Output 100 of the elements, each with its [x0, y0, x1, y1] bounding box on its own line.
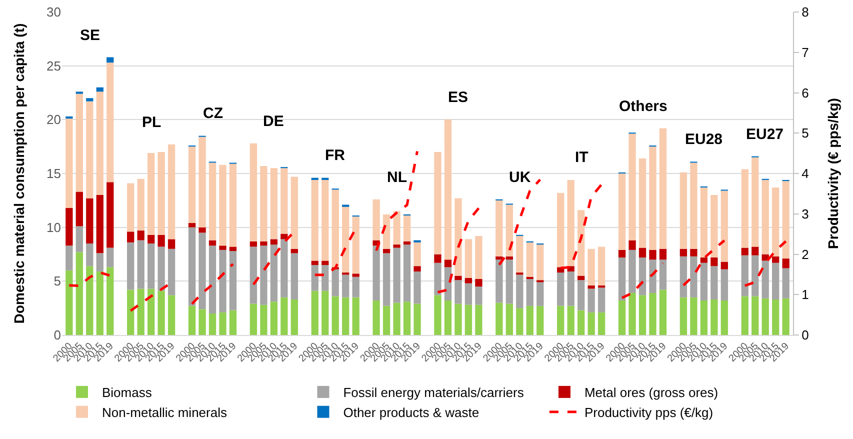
bar — [168, 239, 176, 249]
bar — [188, 146, 196, 224]
annotation: ES — [448, 89, 468, 106]
bar — [710, 195, 718, 258]
bar — [403, 244, 411, 302]
bar — [208, 162, 216, 240]
bar — [700, 188, 708, 258]
y2-tick-label: 3 — [802, 206, 809, 222]
bar — [168, 248, 176, 296]
bar — [311, 290, 318, 335]
bar — [782, 268, 790, 298]
annotation: EU27 — [746, 126, 784, 143]
bar — [96, 87, 104, 92]
bar — [188, 223, 196, 228]
y-tick-label: 30 — [46, 4, 61, 20]
bar — [680, 248, 688, 256]
bar — [720, 269, 728, 301]
bar — [311, 265, 318, 291]
annotation: IT — [575, 149, 588, 166]
bar — [270, 302, 278, 335]
bar — [454, 276, 462, 280]
bar — [311, 260, 318, 266]
bar — [588, 248, 595, 286]
bar — [280, 168, 288, 234]
bar — [86, 266, 94, 335]
bar — [588, 312, 595, 335]
bar — [444, 300, 452, 335]
bar — [659, 128, 667, 249]
bar — [454, 304, 462, 335]
bar — [127, 290, 134, 335]
bar — [290, 299, 298, 335]
bar — [598, 285, 606, 288]
bar — [464, 304, 472, 335]
bar — [628, 240, 636, 250]
bar — [741, 296, 748, 335]
bar — [752, 157, 759, 247]
bar — [434, 295, 442, 335]
legend-label: Biomass — [102, 385, 152, 400]
bar — [690, 248, 698, 256]
bar — [475, 286, 482, 305]
bar — [332, 190, 339, 268]
bar — [393, 244, 400, 248]
bar — [168, 144, 176, 240]
bar — [76, 192, 83, 226]
bar — [106, 57, 114, 63]
bar — [557, 272, 564, 306]
bar — [414, 266, 421, 272]
bar — [147, 153, 155, 235]
bar — [393, 302, 400, 335]
bar — [229, 246, 237, 252]
annotation: PL — [142, 114, 162, 131]
bar — [475, 304, 482, 335]
bar — [598, 246, 606, 286]
bar — [208, 313, 216, 335]
bar — [270, 239, 278, 245]
bar — [536, 282, 544, 306]
bar — [659, 290, 667, 335]
annotation: FR — [325, 147, 346, 164]
annotation: NL — [387, 169, 407, 186]
bar — [496, 260, 503, 303]
bar — [649, 260, 656, 294]
bar — [526, 306, 534, 335]
bar — [147, 288, 155, 335]
bar — [598, 312, 606, 335]
bar — [86, 198, 94, 244]
y2-tick-label: 1 — [802, 287, 809, 302]
y2-tick-label: 8 — [802, 4, 809, 20]
bar — [393, 211, 400, 245]
bar — [403, 241, 411, 245]
bar — [659, 248, 667, 260]
y-axis-title: Domestic material consumption per capita (t) — [11, 23, 27, 324]
y2-tick-label: 5 — [802, 126, 809, 141]
bar — [198, 232, 206, 310]
y2-tick-label: 6 — [802, 85, 809, 100]
bar — [106, 267, 114, 335]
bar — [516, 308, 524, 335]
bar — [567, 306, 574, 335]
bar — [322, 265, 329, 291]
bar — [311, 180, 318, 261]
bar — [137, 288, 144, 335]
bar — [260, 246, 268, 305]
bar — [352, 274, 360, 277]
y2-tick-label: 0 — [802, 328, 809, 343]
bar — [526, 242, 534, 277]
bar — [710, 266, 718, 300]
bar — [403, 215, 411, 242]
bar — [66, 116, 73, 119]
bar — [434, 254, 442, 263]
bar — [76, 252, 83, 335]
bar — [434, 262, 442, 296]
bar — [618, 250, 626, 258]
bar — [382, 248, 390, 254]
bar — [66, 208, 73, 246]
bar — [219, 312, 226, 335]
bar — [66, 270, 73, 335]
bar — [280, 239, 288, 298]
bar — [475, 236, 482, 280]
bar — [434, 152, 442, 254]
bar — [250, 304, 258, 335]
bar — [618, 257, 626, 301]
